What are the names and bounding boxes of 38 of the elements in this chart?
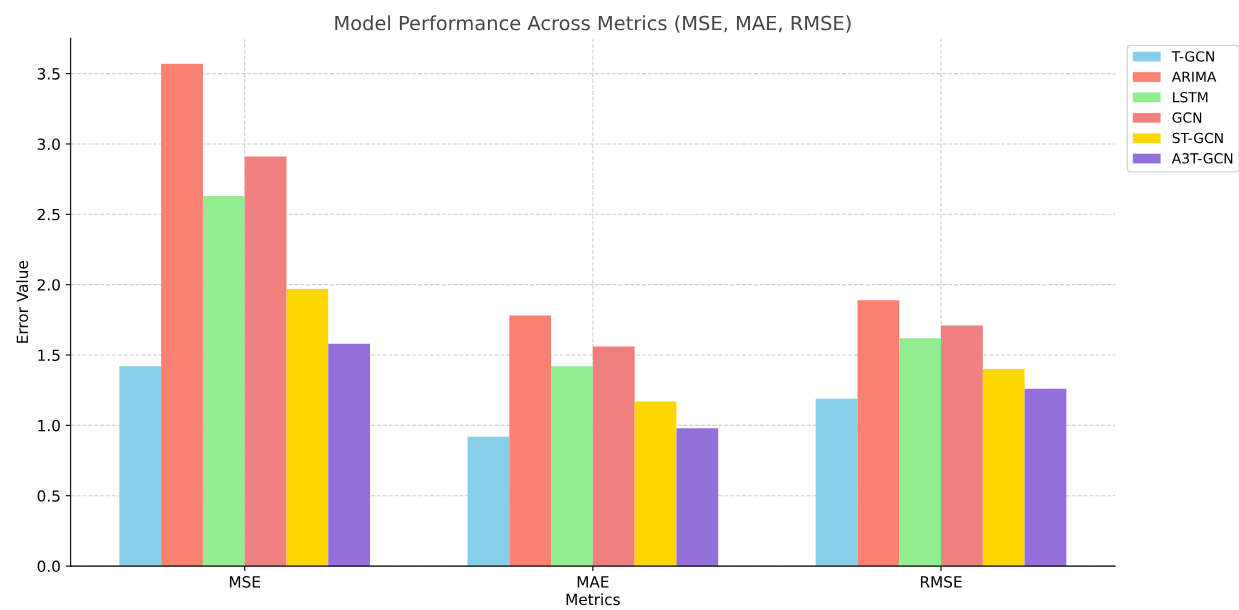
bar (899, 338, 942, 567)
bar (161, 63, 203, 567)
x-tick-label: RMSE (920, 576, 962, 588)
y-tick-label: 1.5 (38, 349, 60, 362)
y-tick-label: 2.5 (37, 208, 60, 221)
y-tick-label: 1.0 (38, 419, 60, 432)
bar (815, 398, 858, 567)
legend-label: LSTM (1173, 91, 1208, 103)
bar (857, 300, 900, 567)
y-tick-label: 0.5 (37, 490, 60, 502)
chart-title: Model Performance Across Metrics (MSE, MAE, RMSE) (335, 15, 851, 33)
legend-label: T-GCN (1171, 51, 1214, 62)
bar (982, 369, 1025, 567)
bar (941, 325, 983, 567)
bar (676, 428, 719, 567)
y-tick-label: 3.0 (37, 138, 60, 150)
legend-label: ARIMA (1171, 71, 1217, 82)
bar (592, 346, 635, 567)
legend-label: ST-GCN (1172, 132, 1223, 144)
legend-label: A3T-GCN (1171, 153, 1233, 164)
x-tick-label: MSE (229, 576, 260, 588)
bar (244, 156, 287, 567)
legend-label: GCN (1172, 112, 1202, 123)
bar (509, 315, 552, 567)
bar (551, 366, 593, 567)
bar (119, 366, 162, 567)
bar (467, 436, 510, 567)
bar (634, 401, 677, 567)
bar (328, 343, 371, 567)
x-tick-label: MAE (577, 576, 609, 588)
y-tick-label: 2.0 (37, 279, 60, 291)
bar (1024, 388, 1067, 567)
bar (286, 288, 329, 567)
x-axis-title: Metrics (566, 593, 620, 606)
y-tick-label: 0.0 (37, 560, 60, 573)
y-tick-label: 3.5 (37, 68, 60, 80)
y-axis-title: Error Value (16, 261, 29, 343)
bar (202, 196, 245, 567)
